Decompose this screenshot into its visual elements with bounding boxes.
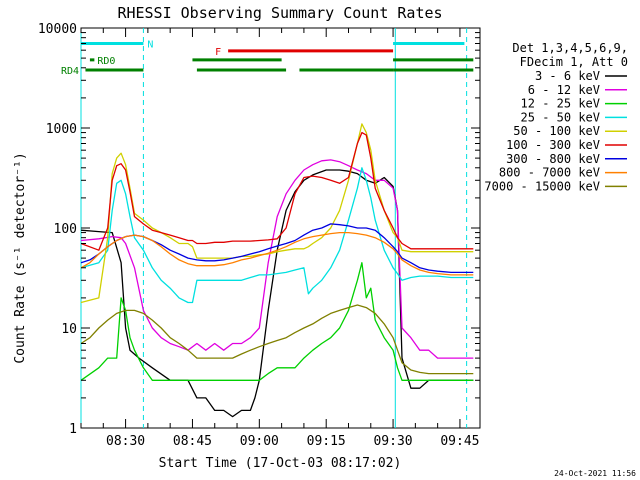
tick-labels: 1 10 100 1000 10000 08:30 08:45 09:00 09:15 09:30… (38, 22, 480, 449)
x-tick-label: 09:45 (440, 434, 479, 449)
series-lines (80, 123, 474, 418)
series-line-8 (80, 304, 474, 375)
y-tick-label: 1000 (46, 122, 77, 137)
series-line-4 (80, 123, 474, 304)
legend-label-7: 800 - 7000 keV (499, 166, 600, 180)
x-axis-label: Start Time (17-Oct-03 08:17:02) (159, 456, 402, 471)
y-tick-label: 10000 (38, 22, 77, 37)
x-tick-label: 09:15 (307, 434, 346, 449)
series-line-7 (80, 231, 474, 276)
legend-label-8: 7000 - 15000 keV (484, 179, 600, 193)
x-tick-label: 08:30 (106, 434, 145, 449)
series-line-3 (80, 167, 474, 304)
series-line-2 (80, 262, 474, 381)
chart-title: RHESSI Observing Summary Count Rates (117, 4, 442, 22)
legend-label-6: 300 - 800 keV (506, 152, 600, 166)
series-line-5 (80, 131, 474, 251)
y-axis-label: Count Rate (s⁻¹ detector⁻¹) (13, 152, 28, 363)
legend-label-4: 50 - 100 keV (513, 124, 600, 138)
series-line-1 (80, 159, 474, 359)
marker-label-F: F (215, 47, 221, 58)
legend-header-line1: Det 1,3,4,5,6,9, (512, 41, 628, 55)
y-tick-label: 1 (69, 422, 77, 437)
marker-label-RD4: RD4 (61, 66, 79, 77)
y-tick-label: 10 (61, 322, 77, 337)
state-markers: N F RD0 RD4 (61, 39, 474, 77)
x-tick-label: 09:00 (240, 434, 279, 449)
legend-label-5: 100 - 300 keV (506, 138, 600, 152)
x-tick-label: 09:30 (373, 434, 412, 449)
x-tick-label: 08:45 (173, 434, 212, 449)
legend-label-1: 6 - 12 keV (528, 83, 600, 97)
footer-timestamp: 24-Oct-2021 11:56 (554, 469, 636, 478)
legend-header-line2: FDecim 1, Att 0 (520, 55, 628, 69)
legend-label-3: 25 - 50 keV (521, 110, 600, 124)
marker-label-RD0: RD0 (97, 56, 115, 67)
legend: Det 1,3,4,5,6,9, FDecim 1, Att 0 3 - 6 k… (484, 41, 628, 193)
y-tick-label: 100 (54, 222, 77, 237)
marker-label-N: N (147, 39, 153, 50)
legend-label-0: 3 - 6 keV (535, 69, 600, 83)
legend-label-2: 12 - 25 keV (521, 97, 600, 111)
